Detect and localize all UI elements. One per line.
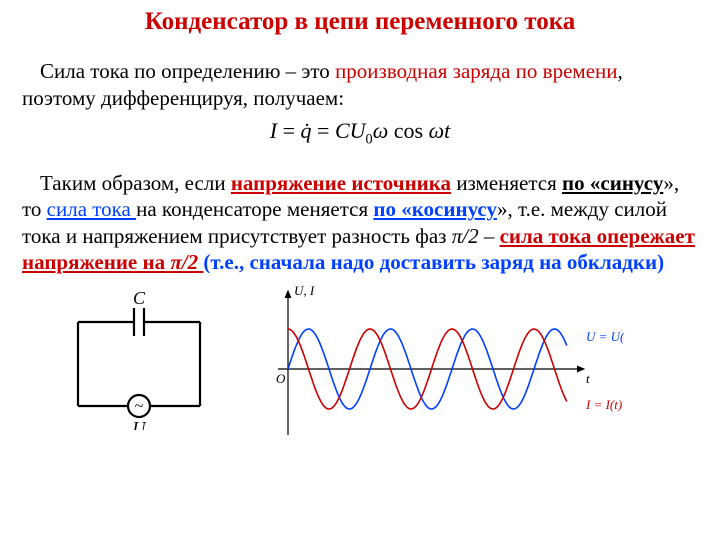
- svg-text:~: ~: [135, 398, 144, 415]
- circuit-diagram: C ~ U: [54, 290, 224, 430]
- p2-s7: по «косинусу: [373, 197, 497, 221]
- p1-s0: Сила тока по определению – это: [40, 59, 335, 83]
- p2-s6: на конденсаторе меняется: [136, 197, 373, 221]
- wave-plot: U, I t O U = U(t) I = I(t): [244, 281, 624, 439]
- svg-text:U, I: U, I: [294, 283, 315, 298]
- p2-s10: –: [479, 224, 500, 248]
- page-title: Конденсатор в цепи переменного тока: [22, 6, 698, 37]
- p2-s3: по «синусу: [562, 171, 663, 195]
- svg-text:U: U: [133, 418, 147, 430]
- p2-s12: π/2: [170, 250, 203, 274]
- p2-s0: Таким образом, если: [40, 171, 231, 195]
- p2-s2: изменяется: [451, 171, 562, 195]
- svg-text:I = I(t): I = I(t): [585, 397, 622, 412]
- svg-text:O: O: [276, 371, 286, 386]
- p2-s9: π/2: [452, 224, 479, 248]
- p1-s1: производная заряда по времени: [335, 59, 617, 83]
- p2-s13: (т.е., сначала надо доставить заряд на о…: [203, 250, 664, 274]
- svg-text:C: C: [133, 290, 146, 308]
- svg-text:U = U(t): U = U(t): [586, 329, 624, 344]
- figures-row: C ~ U U, I t O U = U(t) I = I(t): [22, 281, 698, 439]
- paragraph-1: Сила тока по определению – это производн…: [22, 58, 698, 111]
- paragraph-2: Таким образом, если напряжение источника…: [22, 170, 698, 275]
- p2-s1: напряжение источника: [231, 171, 451, 195]
- svg-text:t: t: [586, 371, 590, 386]
- formula: I = q̇ = CU0ω cos ωt: [22, 117, 698, 149]
- formula-text: I = q̇ = CU0ω cos ωt: [270, 118, 450, 143]
- p2-s5: сила тока: [47, 197, 136, 221]
